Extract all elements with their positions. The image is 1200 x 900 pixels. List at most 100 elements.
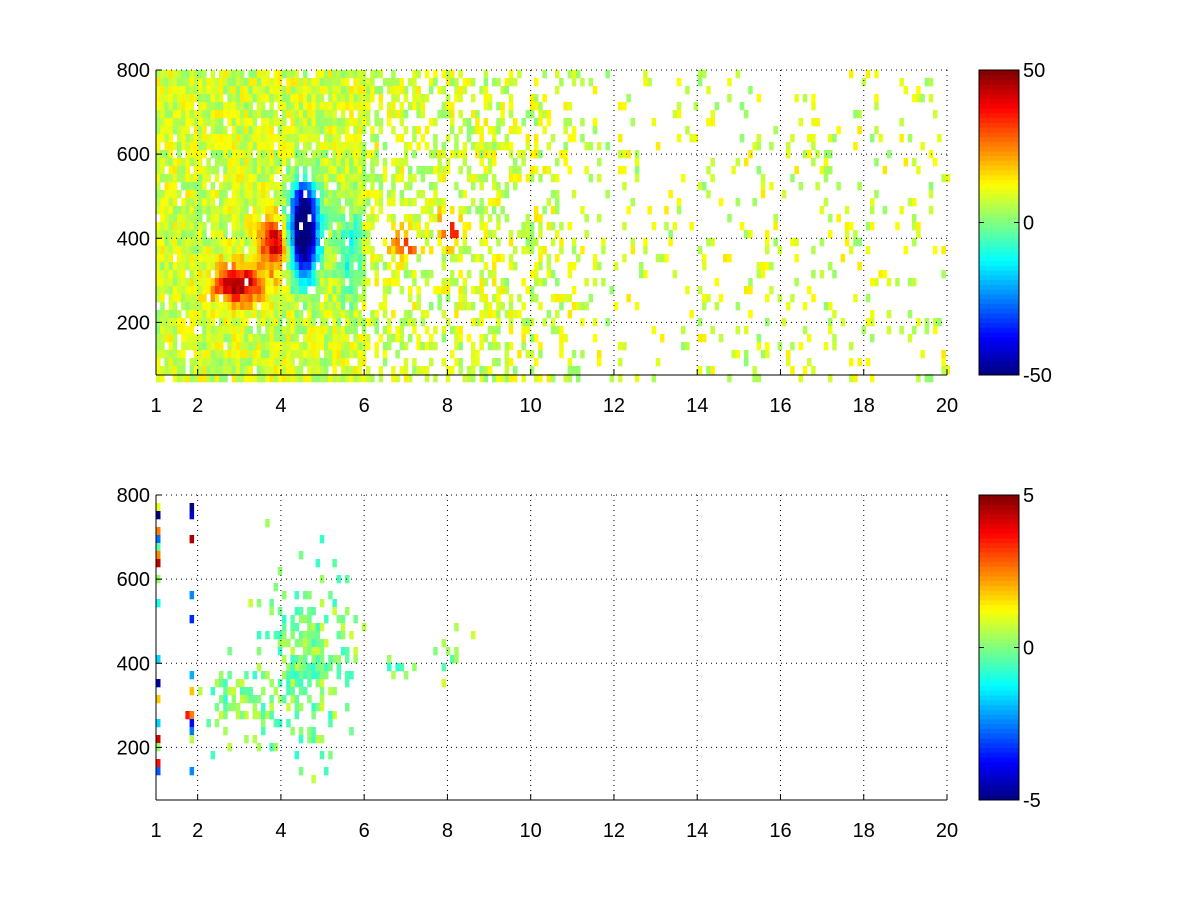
heatmap-cell <box>546 198 552 207</box>
heatmap-cell <box>403 142 409 151</box>
heatmap-cell <box>303 647 308 656</box>
heatmap-cell <box>319 174 325 183</box>
heatmap-cell <box>361 118 367 127</box>
heatmap-cell <box>408 318 413 327</box>
heatmap-cell <box>550 374 556 383</box>
heatmap-cell <box>244 86 249 95</box>
heatmap-cell <box>454 78 459 87</box>
heatmap-cell <box>311 294 316 303</box>
heatmap-cell <box>366 366 371 375</box>
heatmap-cell <box>219 270 224 279</box>
heatmap-cell <box>912 94 917 103</box>
heatmap-cell <box>177 134 182 143</box>
heatmap-cell <box>345 246 350 255</box>
colorbar-swatch <box>979 618 1019 625</box>
heatmap-cell <box>277 294 283 303</box>
heatmap-cell <box>336 182 342 191</box>
colorbar-swatch <box>979 227 1019 233</box>
heatmap-cell <box>261 334 266 343</box>
heatmap-cell <box>265 342 270 351</box>
heatmap-cell <box>311 703 316 712</box>
heatmap-cell <box>311 623 316 632</box>
heatmap-cell <box>273 278 279 287</box>
heatmap-cell <box>508 94 514 103</box>
heatmap-cell <box>702 254 707 263</box>
heatmap-cell <box>634 174 640 183</box>
heatmap-cell <box>857 262 862 271</box>
heatmap-cell <box>429 270 434 279</box>
heatmap-cell <box>387 318 392 327</box>
colorbar-swatch <box>979 217 1019 223</box>
heatmap-cell <box>294 270 300 279</box>
heatmap-cell <box>555 310 560 319</box>
heatmap-cell <box>353 222 358 231</box>
heatmap-cell <box>634 158 640 167</box>
heatmap-cell <box>265 278 270 287</box>
heatmap-cell <box>529 318 535 327</box>
colorbar-swatch <box>979 322 1019 328</box>
heatmap-cell <box>261 174 266 183</box>
heatmap-cell <box>538 262 543 271</box>
heatmap-cell <box>269 294 274 303</box>
heatmap-cell <box>256 230 262 239</box>
heatmap-cell <box>487 150 493 159</box>
heatmap-cell <box>508 262 514 271</box>
colorbar-swatch <box>979 652 1019 658</box>
heatmap-cell <box>282 230 287 239</box>
heatmap-cell <box>353 94 358 103</box>
heatmap-cell <box>181 214 186 223</box>
heatmap-cell <box>319 86 325 95</box>
x-tick-label: 2 <box>192 395 203 417</box>
heatmap-cell <box>319 262 325 271</box>
heatmap-cell <box>458 334 463 343</box>
heatmap-cell <box>244 110 249 119</box>
heatmap-cell <box>227 198 232 207</box>
heatmap-cell <box>193 174 199 183</box>
heatmap-cell <box>332 158 337 167</box>
heatmap-cell <box>466 118 472 127</box>
heatmap-cell <box>303 134 308 143</box>
heatmap-cell <box>303 158 308 167</box>
heatmap-cell <box>811 134 816 143</box>
colorbar-swatch <box>979 103 1019 109</box>
heatmap-cell <box>387 342 392 351</box>
heatmap-cell <box>345 222 350 231</box>
heatmap-cell <box>202 118 207 127</box>
heatmap-cell <box>235 174 241 183</box>
heatmap-cell <box>223 366 228 375</box>
colorbar-swatch <box>979 566 1019 572</box>
heatmap-cell <box>156 366 161 375</box>
heatmap-cell <box>487 214 493 223</box>
heatmap-cell <box>458 270 463 279</box>
heatmap-cell <box>177 206 182 215</box>
heatmap-cell <box>760 190 766 199</box>
heatmap-cell <box>689 222 694 231</box>
heatmap-cell <box>240 334 245 343</box>
heatmap-cell <box>538 230 543 239</box>
heatmap-cell <box>933 110 938 119</box>
colorbar-swatch <box>979 709 1019 715</box>
heatmap-cell <box>244 735 249 744</box>
heatmap-cell <box>261 727 266 736</box>
heatmap-cell <box>571 78 577 87</box>
heatmap-cell <box>315 78 321 87</box>
heatmap-cell <box>345 607 350 616</box>
heatmap-cell <box>361 102 367 111</box>
heatmap-cell <box>252 70 258 79</box>
heatmap-cell <box>223 326 228 335</box>
heatmap-cell <box>294 342 300 351</box>
heatmap-cell <box>319 334 325 343</box>
heatmap-cell <box>164 174 169 183</box>
heatmap-cell <box>412 366 417 375</box>
heatmap-cell <box>223 310 228 319</box>
heatmap-cell <box>496 126 501 135</box>
heatmap-cell <box>622 222 627 231</box>
heatmap-cell <box>282 222 287 231</box>
heatmap-cell <box>294 663 300 672</box>
heatmap-cell <box>370 134 375 143</box>
heatmap-cell <box>324 615 329 624</box>
heatmap-cell <box>189 246 195 255</box>
heatmap-cell <box>290 302 295 311</box>
heatmap-cell <box>248 302 253 311</box>
heatmap-cell <box>928 78 934 87</box>
